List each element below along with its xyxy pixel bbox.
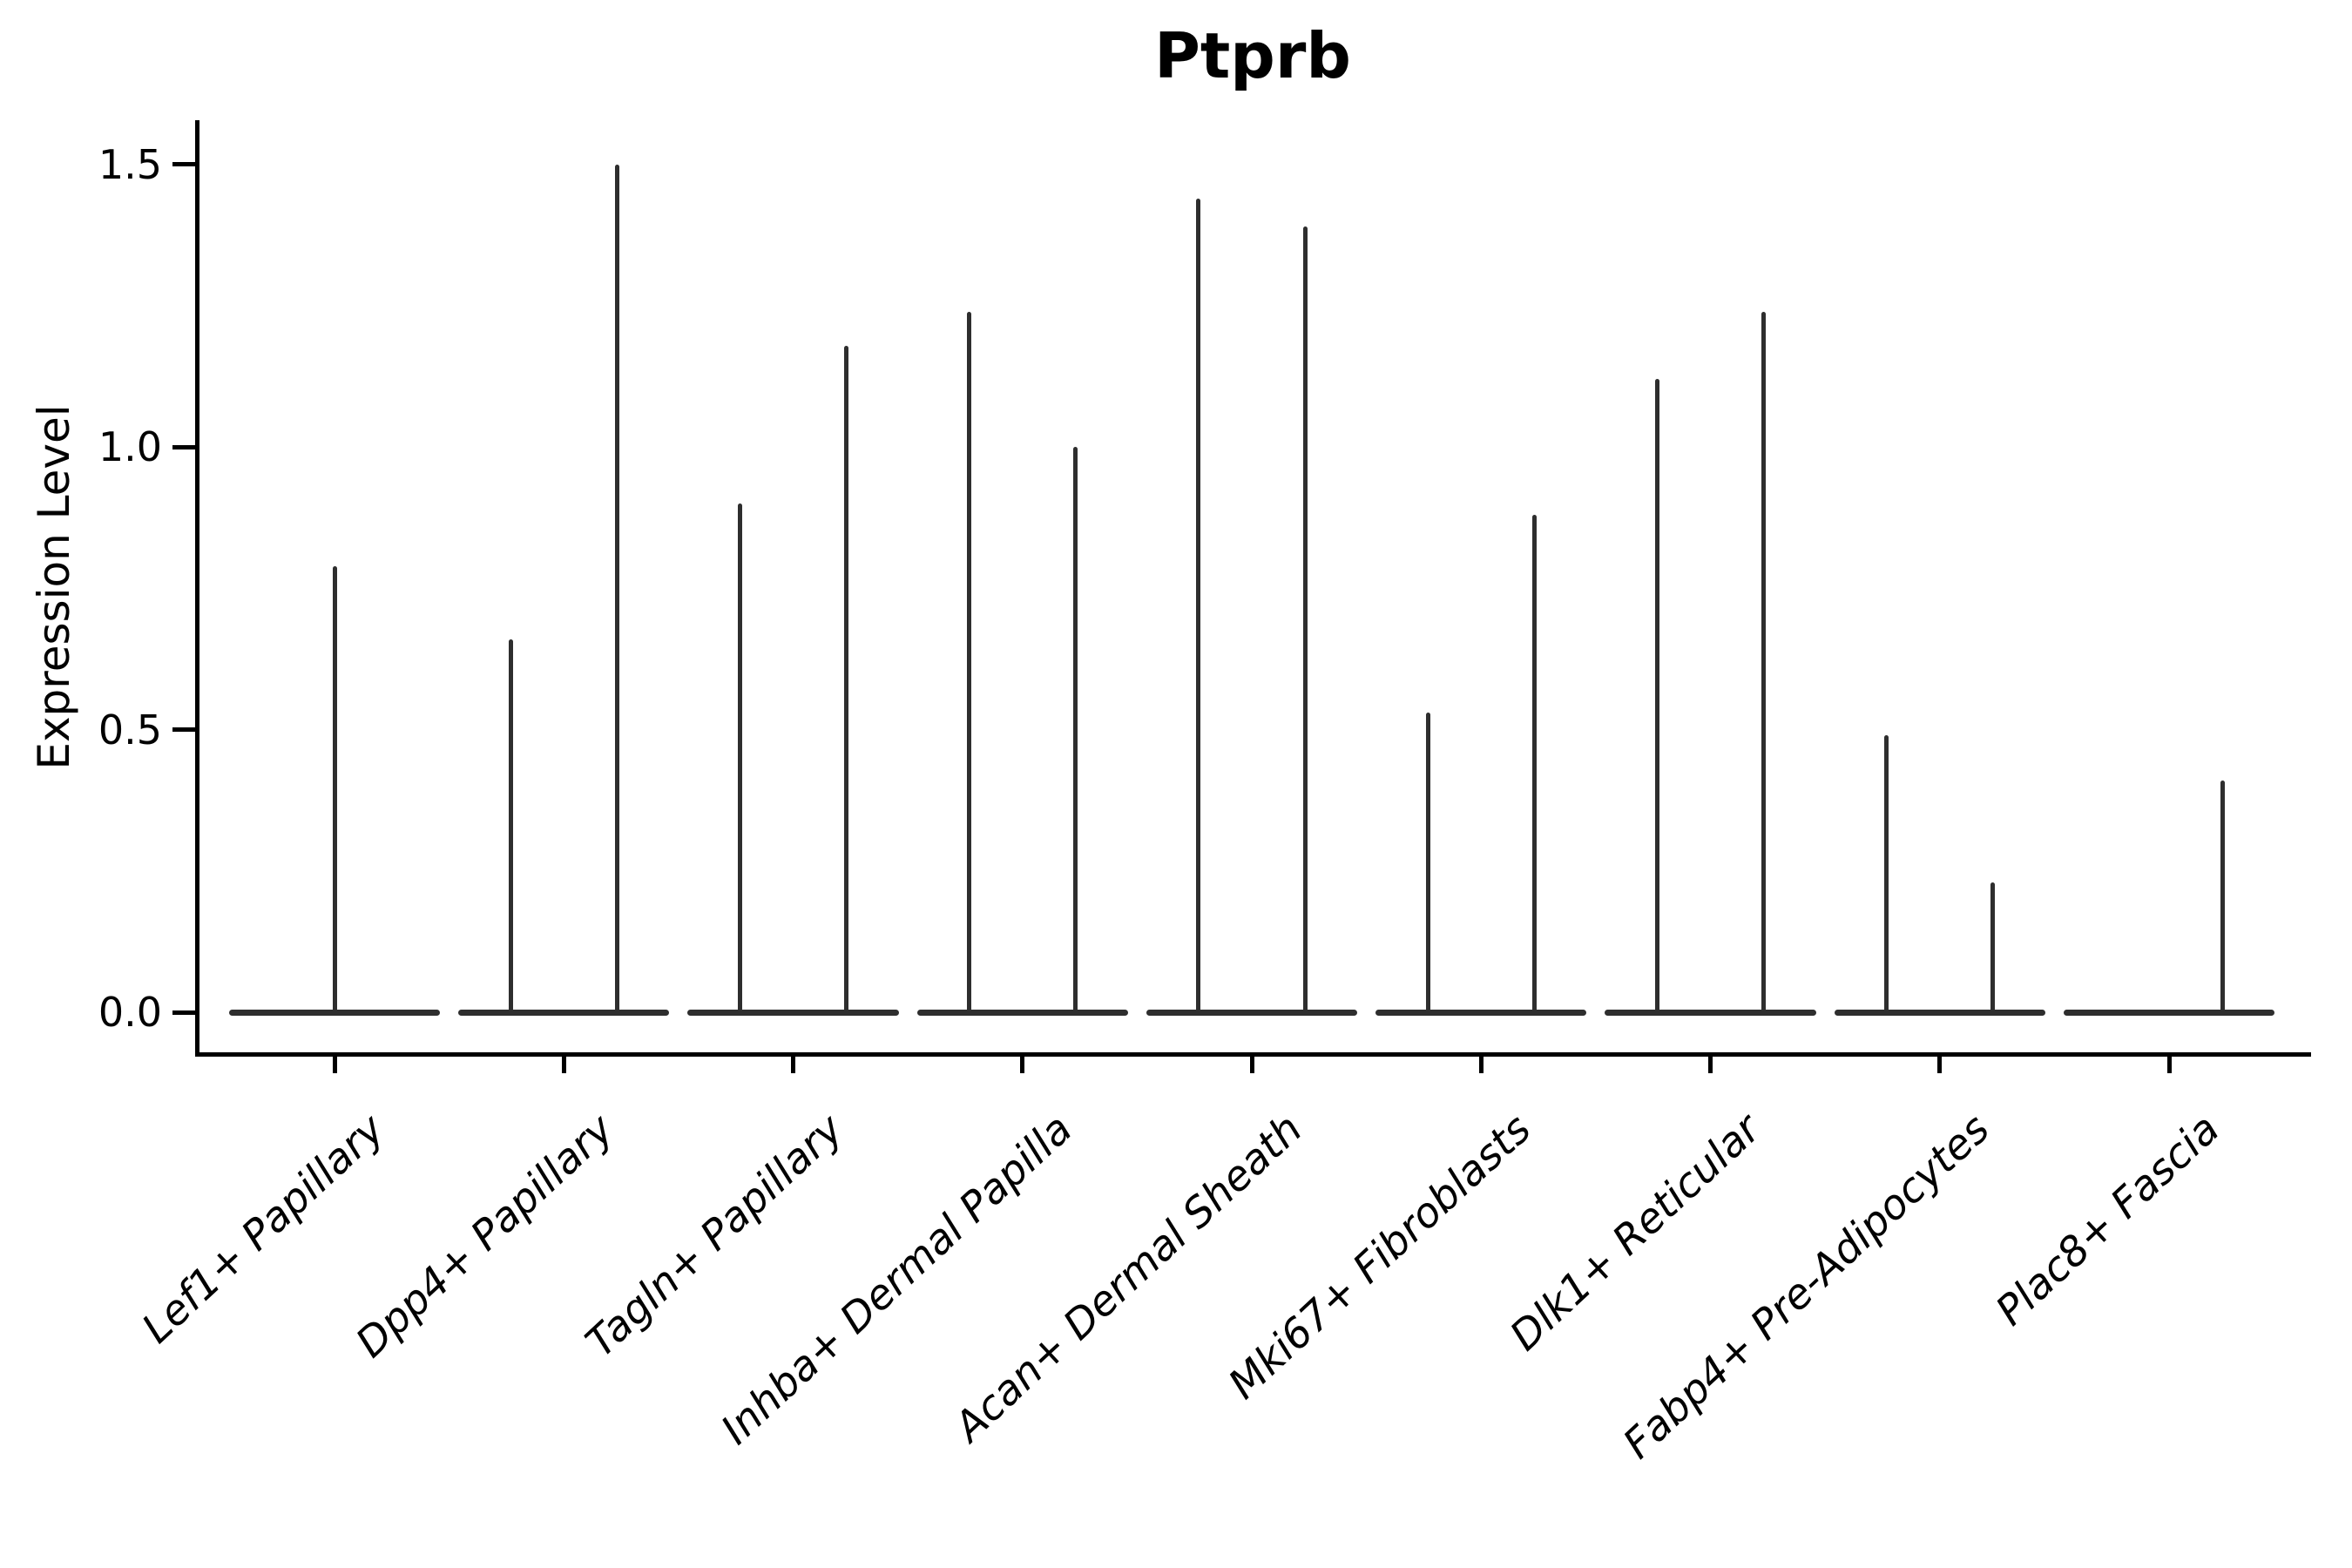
violin-spike: [332, 565, 337, 1012]
violin-spike: [614, 164, 619, 1012]
violin-spike: [1531, 515, 1537, 1012]
x-tick-mark: [1249, 1052, 1254, 1073]
violin-spike: [1302, 226, 1308, 1012]
x-tick-mark: [2166, 1052, 2172, 1073]
violin-spike: [1196, 198, 1201, 1012]
y-tick-mark: [172, 727, 197, 733]
y-tick-mark: [172, 162, 197, 167]
violin-base: [916, 1009, 1128, 1016]
y-axis-spine: [194, 120, 199, 1057]
violin-spike: [1073, 447, 1078, 1012]
y-tick-label: 1.0: [98, 423, 162, 471]
x-tick-mark: [1708, 1052, 1713, 1073]
y-tick-mark: [172, 444, 197, 449]
violin-base: [228, 1009, 441, 1016]
violin-spike: [737, 504, 742, 1012]
violin-spike: [1884, 735, 1889, 1012]
violin-spike: [844, 345, 849, 1012]
violin-base: [1146, 1009, 1358, 1016]
violin-base: [1605, 1009, 1816, 1016]
y-tick-mark: [172, 1010, 197, 1015]
violin-spike: [2220, 781, 2225, 1012]
violin-spike: [508, 639, 513, 1012]
violin-base: [687, 1009, 899, 1016]
chart-title: Ptprb: [1154, 19, 1351, 92]
y-tick-label: 0.0: [98, 989, 162, 1036]
x-tick-mark: [332, 1052, 337, 1073]
y-tick-label: 0.5: [98, 706, 162, 754]
x-tick-mark: [1020, 1052, 1025, 1073]
violin-base: [458, 1009, 670, 1016]
x-tick-mark: [1478, 1052, 1484, 1073]
y-tick-label: 1.5: [98, 140, 162, 188]
violin-spike: [1654, 379, 1659, 1012]
violin-base: [2063, 1009, 2275, 1016]
x-tick-mark: [791, 1052, 795, 1073]
violin-spike: [1990, 882, 1996, 1012]
x-tick-mark: [1937, 1052, 1943, 1073]
x-category-label: Lef1+ Papillary: [132, 1105, 395, 1353]
violin-spike: [1761, 311, 1767, 1012]
violin-base: [1834, 1009, 2045, 1016]
x-category-label: Plac8+ Fascia: [1986, 1105, 2229, 1335]
violin-base: [1375, 1009, 1587, 1016]
violin-spike: [967, 311, 972, 1012]
x-tick-mark: [561, 1052, 566, 1073]
violin-spike: [1425, 713, 1430, 1012]
x-category-label: Dlk1+ Reticular: [1501, 1105, 1770, 1361]
x-category-label: Fabp4+ Pre-Adipocytes: [1614, 1105, 1999, 1469]
